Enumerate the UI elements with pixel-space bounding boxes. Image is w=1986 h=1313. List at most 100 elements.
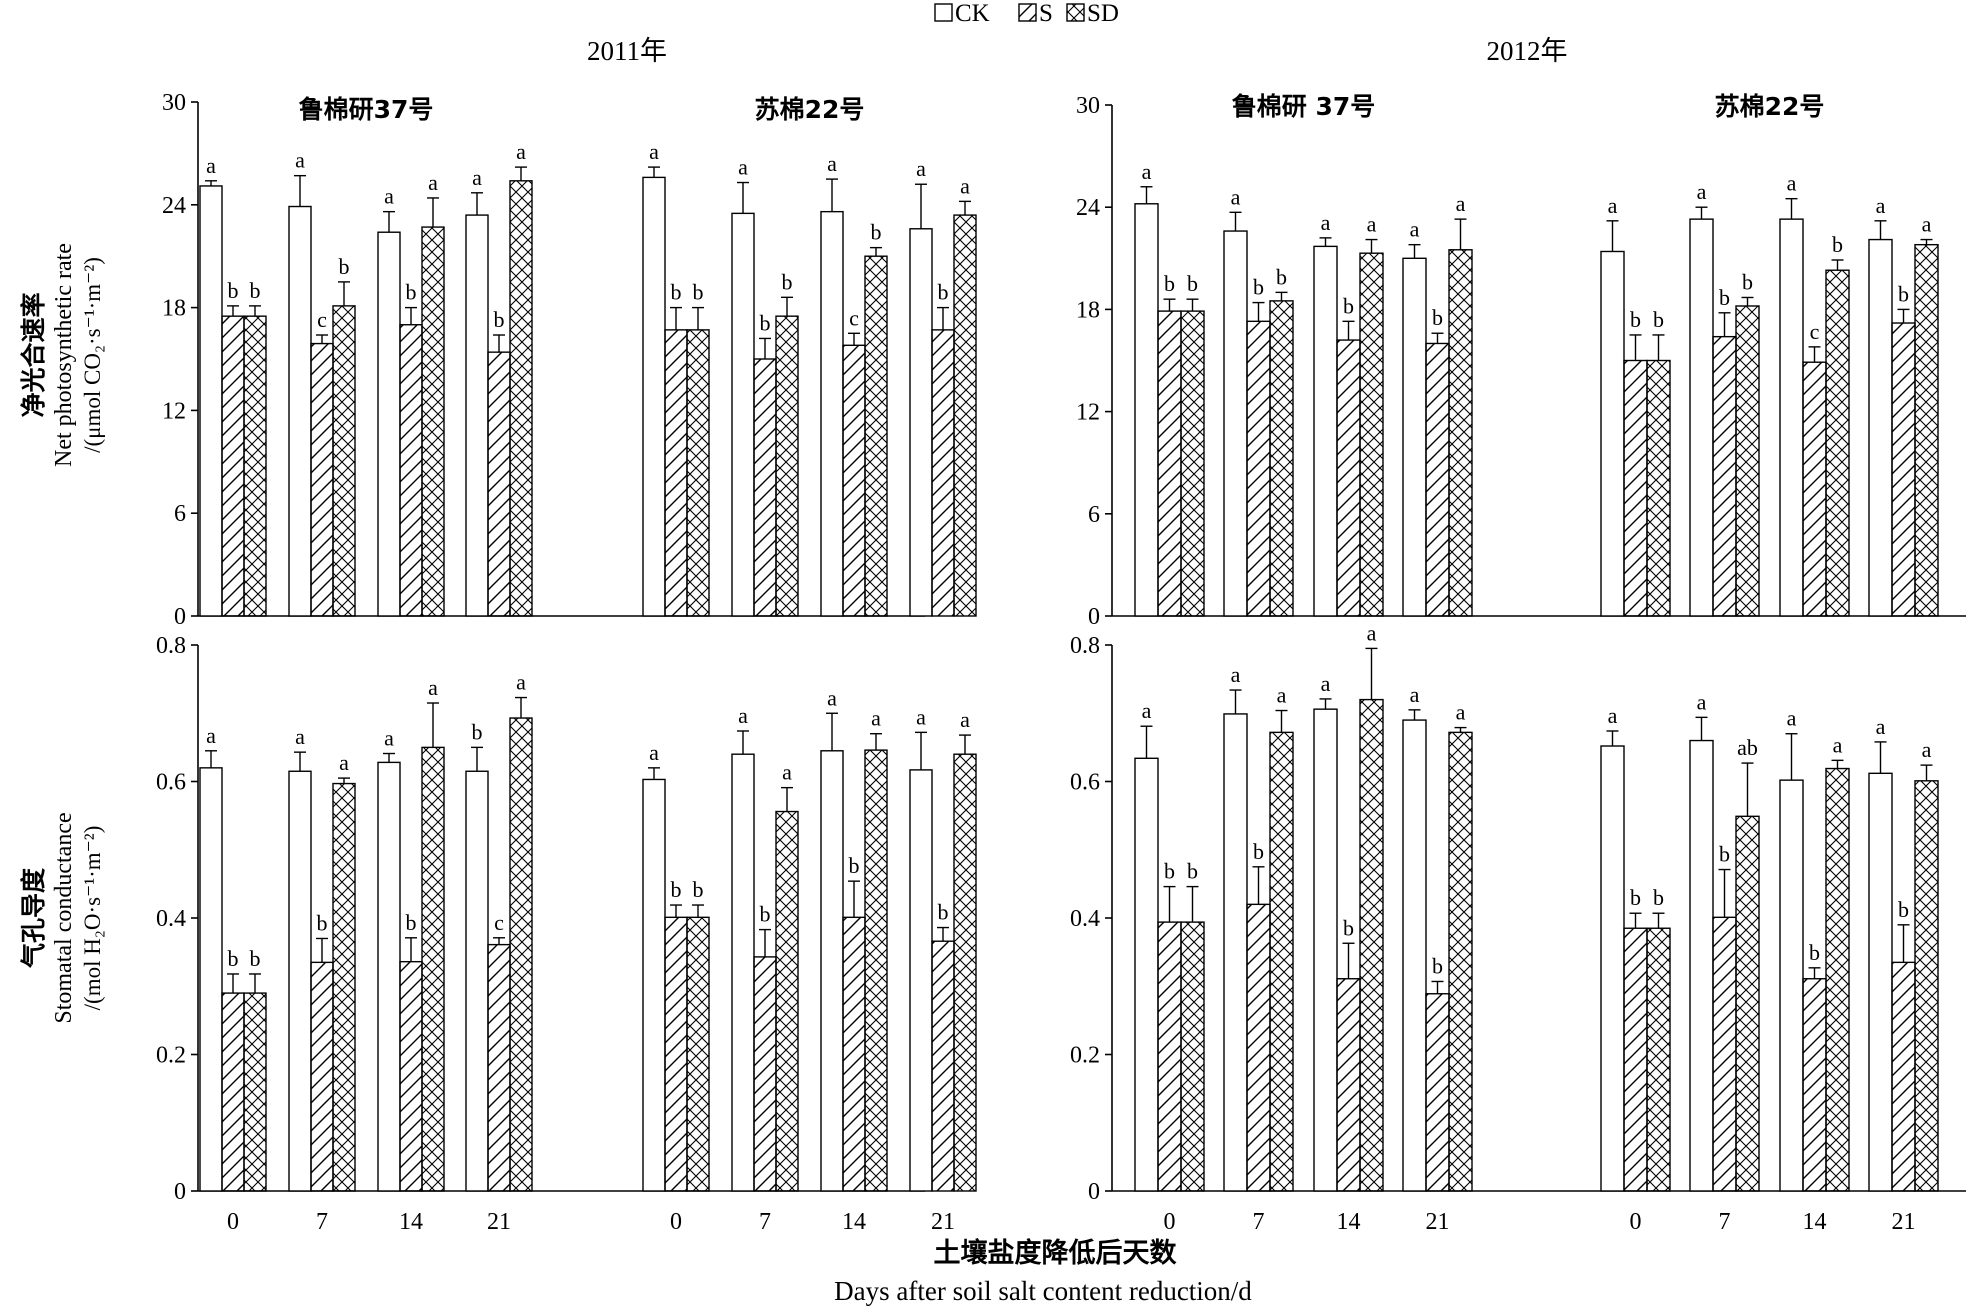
bar-s: [931, 940, 955, 1192]
significance-letter: b: [228, 946, 239, 971]
significance-letter: a: [1922, 212, 1932, 237]
significance-letter: a: [1922, 737, 1932, 762]
bar-ck: [1689, 739, 1714, 1192]
x-tick-label: 14: [399, 1209, 423, 1235]
bar-sd: [1359, 252, 1384, 617]
x-tick-label: 21: [487, 1209, 511, 1235]
bar-s: [221, 315, 245, 617]
gs-label-en: Stomatal conductance: [51, 812, 77, 1023]
legend: CK S SD: [934, 0, 1119, 27]
significance-letter: c: [317, 307, 327, 332]
y-tick-label: 6: [1088, 502, 1100, 528]
bar-sd: [775, 315, 799, 617]
bar-s: [664, 916, 688, 1192]
bar-ck: [1402, 719, 1427, 1192]
x-tick-label: 7: [1253, 1209, 1265, 1235]
y-tick-label: 0.8: [156, 633, 186, 659]
significance-letter: b: [671, 280, 682, 305]
y-tick-label: 24: [162, 193, 186, 219]
significance-letter: a: [295, 148, 305, 173]
significance-letter: a: [206, 723, 216, 748]
y-tick-label: 0: [174, 604, 186, 630]
bar-s: [1891, 961, 1916, 1192]
bar-sd: [1735, 305, 1760, 617]
significance-letter: b: [1187, 271, 1198, 296]
bar-ck: [288, 205, 312, 617]
legend-item-ck: CK: [934, 0, 990, 27]
significance-letter: b: [1432, 305, 1443, 330]
y-tick-label: 0.8: [1070, 633, 1100, 659]
bar-sd: [1914, 243, 1939, 617]
bar-sd: [509, 180, 533, 617]
bar-s: [664, 329, 688, 617]
bar-ck: [199, 185, 223, 617]
significance-letter: b: [1343, 915, 1354, 940]
bar-s: [487, 351, 511, 617]
y-tick-label: 30: [1076, 93, 1100, 119]
bar-ck: [465, 770, 489, 1192]
bar-sd: [864, 749, 888, 1192]
y-tick-label: 0.6: [1070, 770, 1100, 796]
xaxis-title-en: Days after soil salt content reduction/d: [834, 1276, 1252, 1306]
bar-ck: [1600, 745, 1625, 1192]
significance-letter: a: [339, 750, 349, 775]
significance-letter: a: [1410, 682, 1420, 707]
bar-s: [221, 992, 245, 1192]
bar-s: [1891, 322, 1916, 617]
legend-swatch-ck: [934, 3, 953, 22]
year-title-2011: 2011年: [587, 36, 667, 66]
bar-sd: [1448, 731, 1473, 1192]
significance-letter: b: [406, 280, 417, 305]
x-tick-label: 14: [1337, 1209, 1361, 1235]
significance-letter: a: [916, 704, 926, 729]
row-label-pn: 净光合速率 Net photosynthetic rate /(μmol CO₂…: [19, 243, 105, 467]
bar-sd: [421, 746, 445, 1192]
y-tick-label: 0.2: [156, 1043, 186, 1069]
bar-sd: [686, 916, 710, 1192]
significance-letter: b: [1343, 293, 1354, 318]
significance-letter: a: [428, 675, 438, 700]
bar-ck: [377, 231, 401, 617]
significance-letter: a: [1697, 689, 1707, 714]
bar-ck: [1134, 757, 1159, 1192]
significance-letter: a: [960, 707, 970, 732]
y-tick-label: 0.4: [156, 906, 186, 932]
bar-ck: [1779, 218, 1804, 617]
significance-letter: a: [1231, 662, 1241, 687]
significance-letter: a: [1787, 171, 1797, 196]
x-tick-label: 21: [1892, 1209, 1916, 1235]
cultivar-title: 鲁棉研37号: [299, 95, 434, 124]
significance-letter: a: [1876, 193, 1886, 218]
bar-sd: [332, 305, 356, 617]
significance-letter: b: [693, 280, 704, 305]
significance-letter: b: [1164, 271, 1175, 296]
legend-label-sd: SD: [1087, 0, 1119, 27]
significance-letter: b: [1653, 885, 1664, 910]
cultivar-title: 苏棉22号: [1715, 92, 1825, 121]
bar-s: [1712, 916, 1737, 1192]
y-tick-label: 0: [1088, 1179, 1100, 1205]
bar-ck: [731, 212, 755, 617]
bar-sd: [243, 315, 267, 617]
significance-letter: a: [1833, 732, 1843, 757]
significance-letter: a: [1277, 683, 1287, 708]
y-tick-label: 30: [162, 90, 186, 116]
bar-ck: [1134, 203, 1159, 617]
bar-s: [1425, 342, 1450, 617]
legend-label-ck: CK: [955, 0, 990, 27]
significance-letter: a: [1608, 703, 1618, 728]
cultivar-title: 苏棉22号: [755, 95, 865, 124]
significance-letter: b: [760, 310, 771, 335]
x-tick-label: 7: [759, 1209, 771, 1235]
significance-letter: b: [1432, 953, 1443, 978]
bar-s: [1802, 978, 1827, 1192]
bar-s: [310, 961, 334, 1192]
significance-letter: a: [295, 724, 305, 749]
x-tick-label: 0: [670, 1209, 682, 1235]
bar-sd: [509, 717, 533, 1192]
significance-letter: b: [1898, 897, 1909, 922]
bar-ck: [1868, 772, 1893, 1192]
y-tick-label: 24: [1076, 195, 1100, 221]
significance-letter: a: [384, 184, 394, 209]
